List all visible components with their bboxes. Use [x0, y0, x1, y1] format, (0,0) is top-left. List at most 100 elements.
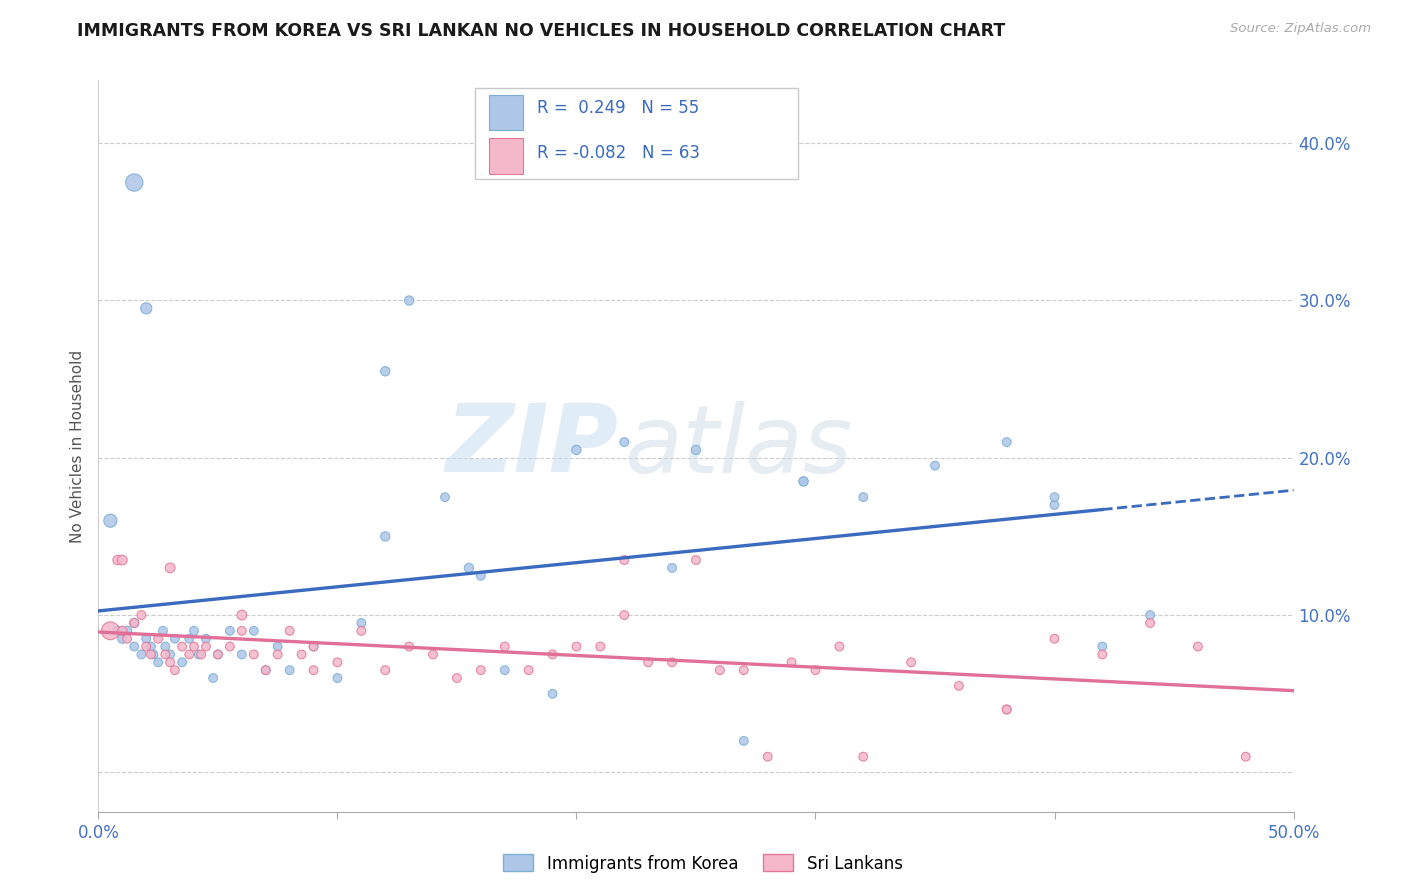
Point — [458, 561, 481, 575]
Point — [139, 648, 162, 662]
Point — [948, 679, 970, 693]
Point — [278, 624, 301, 638]
Point — [231, 648, 253, 662]
Point — [219, 640, 242, 654]
Point — [1187, 640, 1209, 654]
Point — [434, 490, 457, 504]
Point — [1139, 615, 1161, 630]
Point — [163, 632, 186, 646]
Point — [124, 640, 146, 654]
Point — [219, 624, 242, 638]
Point — [1043, 632, 1066, 646]
Point — [179, 648, 201, 662]
Point — [107, 553, 129, 567]
Point — [1139, 608, 1161, 623]
Point — [685, 553, 707, 567]
Point — [995, 702, 1018, 716]
Point — [661, 561, 683, 575]
Point — [541, 648, 564, 662]
Point — [709, 663, 731, 677]
Bar — [489, 95, 523, 129]
Point — [685, 442, 707, 457]
Point — [207, 648, 229, 662]
Point — [155, 648, 177, 662]
Point — [107, 624, 129, 638]
Point — [172, 655, 194, 669]
Point — [124, 615, 146, 630]
Point — [565, 640, 588, 654]
Point — [267, 640, 290, 654]
Point — [195, 640, 218, 654]
Point — [159, 561, 181, 575]
Point — [589, 640, 612, 654]
Point — [613, 553, 636, 567]
Point — [179, 632, 201, 646]
Point — [828, 640, 851, 654]
Point — [733, 734, 755, 748]
Point — [374, 529, 396, 543]
Point — [111, 632, 134, 646]
Point — [852, 749, 875, 764]
Point — [124, 615, 146, 630]
Point — [637, 655, 659, 669]
Point — [159, 648, 181, 662]
Point — [733, 663, 755, 677]
Point — [231, 608, 253, 623]
Point — [142, 648, 165, 662]
Bar — [489, 138, 523, 174]
Point — [115, 624, 138, 638]
Point — [565, 442, 588, 457]
Point — [159, 655, 181, 669]
Point — [494, 640, 516, 654]
Point — [195, 632, 218, 646]
Text: ZIP: ZIP — [446, 400, 619, 492]
Point — [111, 624, 134, 638]
Point — [135, 632, 157, 646]
Point — [183, 624, 205, 638]
Point — [470, 568, 492, 582]
Point — [302, 640, 325, 654]
Point — [302, 640, 325, 654]
Point — [374, 663, 396, 677]
Point — [131, 648, 153, 662]
Point — [793, 475, 815, 489]
Point — [111, 553, 134, 567]
Point — [541, 687, 564, 701]
Point — [613, 435, 636, 450]
Point — [207, 648, 229, 662]
Point — [302, 663, 325, 677]
Point — [202, 671, 225, 685]
Text: IMMIGRANTS FROM KOREA VS SRI LANKAN NO VEHICLES IN HOUSEHOLD CORRELATION CHART: IMMIGRANTS FROM KOREA VS SRI LANKAN NO V… — [77, 22, 1005, 40]
Point — [398, 640, 420, 654]
Point — [98, 624, 122, 638]
Point — [793, 475, 815, 489]
Point — [98, 514, 122, 528]
Y-axis label: No Vehicles in Household: No Vehicles in Household — [69, 350, 84, 542]
Point — [172, 640, 194, 654]
Point — [254, 663, 277, 677]
Point — [1091, 640, 1114, 654]
Point — [1043, 498, 1066, 512]
Point — [446, 671, 468, 685]
Point — [148, 655, 170, 669]
Point — [661, 655, 683, 669]
Point — [613, 608, 636, 623]
Text: R = -0.082   N = 63: R = -0.082 N = 63 — [537, 144, 700, 161]
Point — [852, 490, 875, 504]
Point — [187, 648, 209, 662]
Point — [139, 640, 162, 654]
Point — [900, 655, 922, 669]
Point — [278, 663, 301, 677]
Point — [155, 640, 177, 654]
Point — [756, 749, 779, 764]
Point — [1091, 648, 1114, 662]
Legend: Immigrants from Korea, Sri Lankans: Immigrants from Korea, Sri Lankans — [496, 847, 910, 880]
Point — [148, 632, 170, 646]
Point — [326, 655, 349, 669]
Point — [374, 364, 396, 378]
Point — [995, 702, 1018, 716]
Point — [350, 624, 373, 638]
Point — [924, 458, 946, 473]
Point — [152, 624, 174, 638]
Point — [1043, 490, 1066, 504]
